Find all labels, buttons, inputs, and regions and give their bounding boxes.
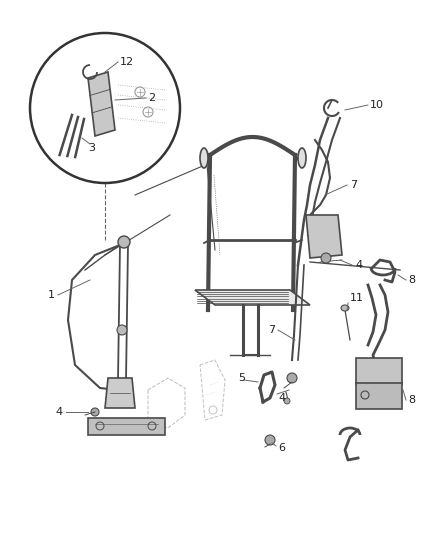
Text: 3: 3 (88, 143, 95, 153)
Text: 2: 2 (148, 93, 155, 103)
Text: 8: 8 (408, 395, 415, 405)
Ellipse shape (298, 148, 306, 168)
Text: 6: 6 (278, 443, 285, 453)
Circle shape (265, 435, 275, 445)
Circle shape (321, 253, 331, 263)
Polygon shape (88, 72, 115, 136)
Text: 11: 11 (350, 293, 364, 303)
Text: 4: 4 (278, 393, 285, 403)
Text: 4: 4 (355, 260, 362, 270)
Polygon shape (195, 290, 310, 305)
Polygon shape (105, 378, 135, 408)
Text: 10: 10 (370, 100, 384, 110)
Ellipse shape (341, 305, 349, 311)
Circle shape (284, 398, 290, 404)
Text: 8: 8 (408, 275, 415, 285)
Circle shape (287, 373, 297, 383)
Ellipse shape (200, 148, 208, 168)
Polygon shape (306, 215, 342, 258)
Text: 4: 4 (55, 407, 62, 417)
Polygon shape (88, 418, 165, 435)
Text: 12: 12 (120, 57, 134, 67)
Circle shape (91, 408, 99, 416)
FancyBboxPatch shape (356, 383, 402, 409)
Text: 5: 5 (238, 373, 245, 383)
Text: 7: 7 (350, 180, 357, 190)
Text: 7: 7 (268, 325, 275, 335)
Text: 1: 1 (48, 290, 55, 300)
Circle shape (117, 325, 127, 335)
Circle shape (118, 236, 130, 248)
FancyBboxPatch shape (356, 358, 402, 384)
